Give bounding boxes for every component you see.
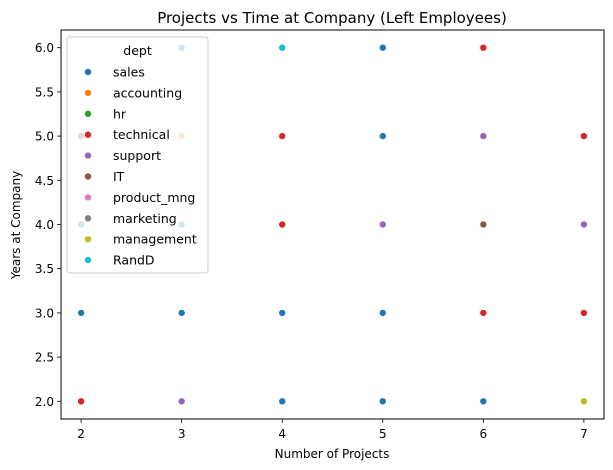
data-point-sales: [177, 308, 186, 317]
data-point-support: [378, 220, 387, 229]
legend-label-technical: technical: [113, 127, 170, 142]
legend-frame: [66, 36, 209, 274]
legend-marker-marketing: [84, 214, 93, 223]
y-tick-label: 3.0: [35, 306, 54, 320]
y-tick-label: 6.0: [35, 41, 54, 55]
y-axis: 2.0 2.5 3.0 3.5 4.0 4.5 5.0 5.5 6.0: [35, 41, 61, 409]
legend-label-hr: hr: [113, 106, 127, 121]
legend-marker-accounting: [84, 88, 93, 97]
data-point-IT: [479, 220, 488, 229]
legend-marker-RandD: [84, 256, 93, 265]
legend-marker-product_mng: [84, 193, 93, 202]
legend-label-support: support: [113, 148, 161, 163]
legend-marker-management: [84, 235, 93, 244]
data-point-technical: [479, 43, 488, 52]
points-layer: [77, 43, 588, 406]
data-point-sales: [378, 43, 387, 52]
x-axis-label: Number of Projects: [275, 447, 390, 461]
x-tick-label: 7: [580, 427, 588, 441]
x-tick-label: 3: [178, 427, 186, 441]
legend-label-IT: IT: [113, 169, 125, 184]
legend-title: dept: [123, 43, 152, 58]
data-point-technical: [278, 132, 287, 141]
x-tick-label: 6: [480, 427, 488, 441]
data-point-support: [177, 397, 186, 406]
legend-label-product_mng: product_mng: [113, 190, 195, 205]
legend-label-accounting: accounting: [113, 85, 182, 100]
legend-marker-hr: [84, 109, 93, 118]
y-tick-label: 5.0: [35, 130, 54, 144]
data-point-sales: [77, 308, 86, 317]
y-tick-label: 4.5: [35, 174, 54, 188]
legend-marker-IT: [84, 172, 93, 181]
data-point-sales: [278, 397, 287, 406]
legend-label-RandD: RandD: [113, 253, 155, 268]
y-tick-label: 4.0: [35, 218, 54, 232]
y-tick-label: 2.5: [35, 351, 54, 365]
data-point-technical: [278, 220, 287, 229]
y-tick-label: 3.5: [35, 262, 54, 276]
data-point-RandD: [278, 43, 287, 52]
data-point-technical: [579, 132, 588, 141]
x-tick-label: 5: [379, 427, 387, 441]
x-tick-label: 4: [278, 427, 286, 441]
legend-label-sales: sales: [113, 65, 145, 80]
data-point-sales: [278, 308, 287, 317]
x-axis: 2 3 4 5 6 7: [77, 419, 588, 441]
data-point-support: [579, 220, 588, 229]
data-point-sales: [378, 308, 387, 317]
x-tick-label: 2: [77, 427, 85, 441]
data-point-sales: [479, 397, 488, 406]
legend: dept sales accounting hr technical support IT…: [66, 36, 209, 274]
data-point-support: [479, 132, 488, 141]
data-point-technical: [479, 308, 488, 317]
data-point-sales: [378, 132, 387, 141]
legend-marker-sales: [84, 68, 93, 77]
y-tick-label: 2.0: [35, 395, 54, 409]
data-point-technical: [77, 397, 86, 406]
data-point-management: [579, 397, 588, 406]
legend-items: sales accounting hr technical support IT produ…: [84, 65, 197, 268]
y-axis-label: Years at Company: [9, 171, 23, 280]
chart-title: Projects vs Time at Company (Left Employ…: [157, 9, 507, 27]
legend-marker-support: [84, 151, 93, 160]
y-tick-label: 5.5: [35, 85, 54, 99]
legend-marker-technical: [84, 130, 93, 139]
legend-label-marketing: marketing: [113, 211, 177, 226]
legend-label-management: management: [113, 232, 197, 247]
data-point-sales: [378, 397, 387, 406]
data-point-technical: [579, 308, 588, 317]
